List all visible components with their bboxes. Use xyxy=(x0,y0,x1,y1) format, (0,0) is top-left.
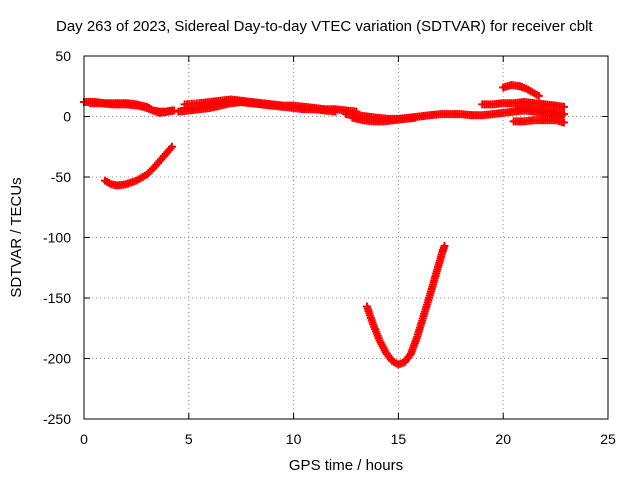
data-point xyxy=(559,118,568,127)
data-series xyxy=(348,113,420,126)
x-tick-label: 5 xyxy=(185,431,193,447)
x-tick-label: 15 xyxy=(391,431,407,447)
data-series xyxy=(499,81,543,100)
data-point xyxy=(331,107,340,116)
y-axis-label: SDTVAR / TECUs xyxy=(8,177,25,297)
data-point xyxy=(440,241,449,250)
data-point xyxy=(168,142,177,151)
x-tick-label: 10 xyxy=(286,431,302,447)
x-tick-label: 0 xyxy=(80,431,88,447)
x-tick-label: 20 xyxy=(495,431,511,447)
y-tick-label: 0 xyxy=(63,109,71,125)
x-axis-label: GPS time / hours xyxy=(289,457,403,474)
data-point xyxy=(268,101,277,110)
data-series xyxy=(511,104,568,119)
data-series xyxy=(478,97,568,111)
chart-title: Day 263 of 2023, Sidereal Day-to-day VTE… xyxy=(56,18,593,35)
data-point xyxy=(534,91,543,100)
data-series xyxy=(100,142,177,190)
data-point xyxy=(559,110,568,119)
data-series xyxy=(362,241,449,369)
plot-area xyxy=(80,81,568,369)
data-point xyxy=(559,102,568,111)
data-point xyxy=(411,113,420,122)
data-point xyxy=(168,106,177,115)
data-series xyxy=(86,99,177,116)
y-tick-label: -200 xyxy=(43,351,71,367)
y-tick-label: -150 xyxy=(43,290,71,306)
data-series xyxy=(509,116,568,127)
y-tick-label: 50 xyxy=(55,48,71,64)
x-tick-label: 25 xyxy=(600,431,616,447)
data-series xyxy=(174,97,277,116)
y-tick-label: -250 xyxy=(43,411,71,427)
y-tick-label: -100 xyxy=(43,230,71,246)
y-tick-label: -50 xyxy=(51,169,71,185)
axis-ticks: 0 5 10 15 20 25 -250 -200 -150 -100 -50 0 50 xyxy=(43,48,616,447)
